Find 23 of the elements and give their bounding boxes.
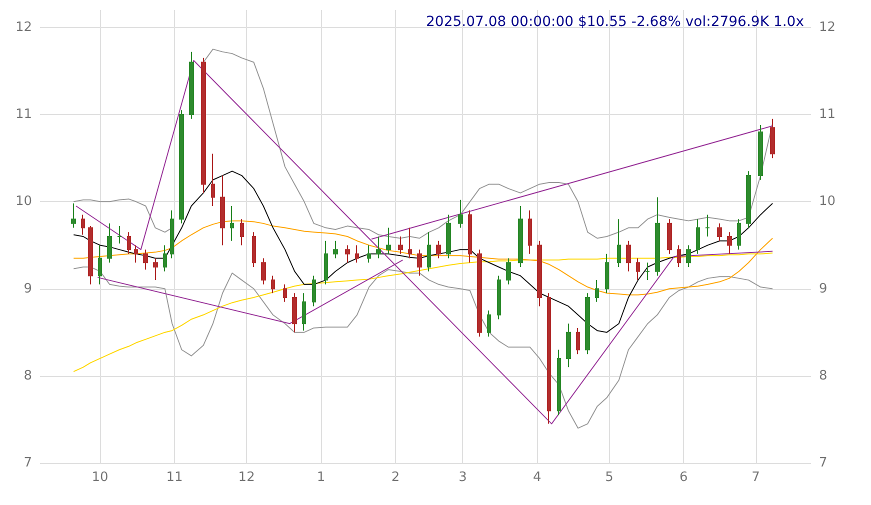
y-tick-label: 12: [15, 20, 32, 35]
y2-tick-label: 10: [819, 194, 836, 210]
x-tick-label: 7: [752, 470, 760, 485]
x-tick-label: 10: [92, 470, 108, 485]
x-tick-label: 11: [166, 470, 183, 485]
y2-tick-label: 12: [819, 20, 836, 35]
x-tick-label: 1: [316, 470, 326, 485]
x-tick-label: 6: [680, 470, 688, 485]
y2-tick-label: 7: [819, 456, 828, 470]
x-tick-label: 5: [605, 470, 614, 485]
x-tick-label: 3: [458, 470, 467, 485]
y-tick-label: 11: [15, 107, 32, 122]
chart-title: 2025.07.08 00:00:00 $10.55 -2.68% vol:2796.9K 1.0x: [426, 14, 804, 30]
y-tick-label: 10: [15, 194, 32, 210]
y-tick-label: 8: [24, 368, 32, 384]
y2-tick-label: 8: [819, 368, 828, 384]
x-tick-label: 4: [533, 470, 542, 485]
y2-tick-label: 9: [819, 281, 828, 296]
x-tick-label: 12: [238, 470, 255, 485]
y-tick-label: 9: [24, 281, 32, 296]
x-tick-label: 2: [391, 470, 400, 485]
y2-tick-label: 11: [819, 107, 836, 122]
y-tick-label: 7: [24, 456, 32, 470]
